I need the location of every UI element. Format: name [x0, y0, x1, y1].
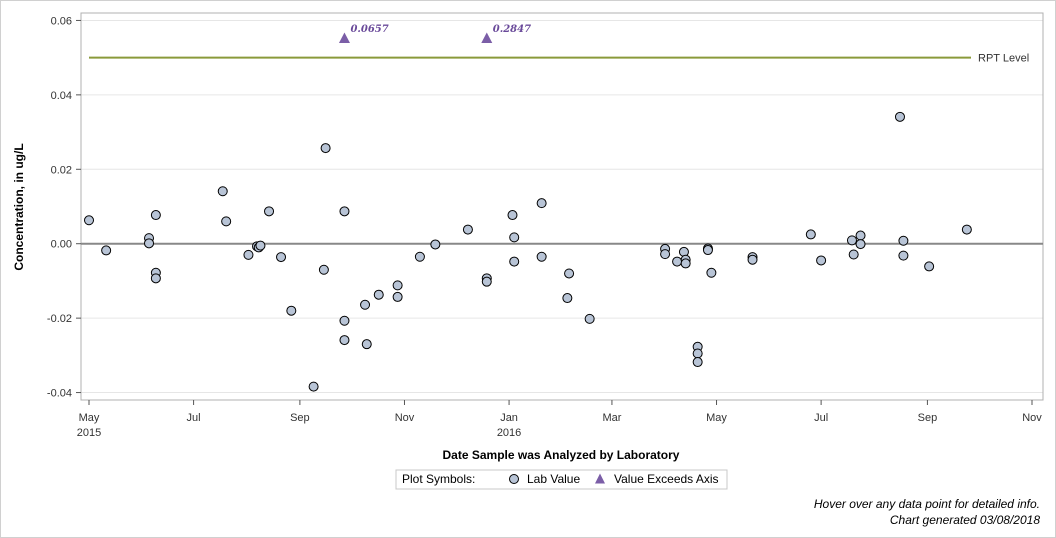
exceeds-axis-marker[interactable] [481, 32, 493, 44]
lab-value-point[interactable] [462, 224, 473, 235]
exceeds-axis-marker[interactable] [338, 32, 350, 44]
lab-value-point[interactable] [373, 289, 384, 300]
y-tick-label: 0.06 [51, 15, 72, 27]
lab-value-point[interactable] [217, 186, 228, 197]
y-tick-label: 0.04 [51, 90, 72, 102]
lab-value-points [84, 111, 972, 392]
lab-value-point[interactable] [536, 198, 547, 209]
lab-value-point[interactable] [286, 305, 297, 316]
lab-value-point[interactable] [339, 335, 350, 346]
lab-value-point[interactable] [805, 229, 816, 240]
lab-value-point[interactable] [680, 258, 691, 269]
x-tick-label: Jul [814, 412, 828, 424]
lab-value-point[interactable] [816, 255, 827, 266]
lab-value-point[interactable] [481, 276, 492, 287]
lab-value-point[interactable] [894, 111, 905, 122]
lab-value-point[interactable] [150, 273, 161, 284]
lab-value-point[interactable] [924, 261, 935, 272]
rpt-level-label: RPT Level [978, 53, 1029, 65]
y-axis-title: Concentration, in ug/L [12, 143, 26, 270]
x-tick-year-label: 2015 [77, 427, 101, 439]
x-tick-label: Jul [187, 412, 201, 424]
lab-value-point[interactable] [339, 206, 350, 217]
generated-date: Chart generated 03/08/2018 [889, 513, 1040, 527]
lab-value-point[interactable] [221, 216, 232, 227]
lab-value-point[interactable] [430, 239, 441, 250]
exceeds-axis-value: 0.2847 [493, 24, 531, 35]
lab-value-point[interactable] [692, 357, 703, 368]
lab-value-point[interactable] [360, 299, 371, 310]
lab-value-point[interactable] [318, 264, 329, 275]
lab-value-point[interactable] [361, 339, 372, 350]
lab-value-point[interactable] [961, 224, 972, 235]
legend-item-exceeds-axis: Value Exceeds Axis [614, 472, 719, 486]
x-axis: May 2015 Jul Sep Nov Jan 2016 Mar May Jul Sep Nov [77, 400, 1042, 439]
x-axis-title: Date Sample was Analyzed by Laboratory [443, 448, 680, 462]
x-tick-label: Jan [500, 412, 518, 424]
lab-value-point[interactable] [898, 250, 909, 261]
exceeds-axis-points: 0.0657 0.2847 [338, 24, 531, 44]
x-tick-label: Mar [602, 412, 621, 424]
lab-value-point[interactable] [150, 210, 161, 221]
legend-item-lab-value: Lab Value [527, 472, 580, 486]
lab-value-point[interactable] [509, 232, 520, 243]
reference-line-group: RPT Level [81, 53, 1043, 245]
x-tick-label: Sep [290, 412, 310, 424]
lab-value-point[interactable] [692, 348, 703, 359]
legend-triangle-icon [595, 473, 605, 484]
lab-value-point[interactable] [255, 240, 266, 251]
lab-value-point[interactable] [747, 254, 758, 265]
lab-value-point[interactable] [144, 238, 155, 249]
lab-value-point[interactable] [84, 215, 94, 226]
x-tick-year-label: 2016 [497, 427, 521, 439]
y-tick-label: 0.00 [51, 239, 72, 251]
lab-value-point[interactable] [672, 256, 683, 267]
hover-hint: Hover over any data point for detailed i… [813, 497, 1040, 511]
lab-value-point[interactable] [509, 256, 520, 267]
lab-value-point[interactable] [243, 249, 254, 260]
x-tick-label: Nov [395, 412, 415, 424]
lab-value-point[interactable] [706, 267, 717, 278]
lab-value-point[interactable] [564, 268, 575, 279]
lab-value-point[interactable] [848, 249, 859, 260]
lab-value-point[interactable] [536, 251, 547, 262]
gridlines [81, 19, 1043, 394]
lab-value-point[interactable] [846, 235, 857, 246]
lab-value-point[interactable] [562, 293, 573, 304]
lab-value-point[interactable] [584, 313, 595, 324]
exceeds-axis-value: 0.0657 [350, 24, 388, 35]
lab-value-point[interactable] [660, 249, 671, 260]
lab-value-point[interactable] [414, 251, 425, 262]
lab-value-point[interactable] [339, 315, 350, 326]
lab-value-point[interactable] [101, 245, 112, 256]
y-axis: -0.04 -0.02 0.00 0.02 0.04 0.06 [47, 15, 81, 400]
y-tick-label: 0.02 [51, 164, 72, 176]
y-tick-label: -0.04 [47, 388, 72, 400]
lab-value-point[interactable] [855, 239, 866, 250]
lab-value-point[interactable] [320, 143, 331, 154]
lab-value-point[interactable] [276, 252, 287, 263]
legend-box [395, 469, 728, 490]
legend: Plot Symbols: Lab Value Value Exceeds Ax… [395, 469, 728, 490]
x-tick-label: May [79, 412, 100, 424]
lab-value-point[interactable] [392, 280, 403, 291]
legend-circle-icon [509, 474, 519, 484]
x-tick-label: May [706, 412, 727, 424]
lab-value-point[interactable] [392, 291, 403, 302]
y-tick-label: -0.02 [47, 313, 72, 325]
lab-value-point[interactable] [702, 245, 713, 256]
lab-value-point[interactable] [507, 210, 518, 221]
plot-area [80, 12, 1044, 401]
lab-value-point[interactable] [264, 206, 275, 217]
lab-value-point[interactable] [855, 230, 866, 241]
lab-value-point[interactable] [308, 381, 319, 392]
legend-title: Plot Symbols: [402, 472, 475, 486]
x-tick-label: Sep [918, 412, 938, 424]
x-tick-label: Nov [1022, 412, 1042, 424]
lab-value-point[interactable] [898, 235, 909, 246]
